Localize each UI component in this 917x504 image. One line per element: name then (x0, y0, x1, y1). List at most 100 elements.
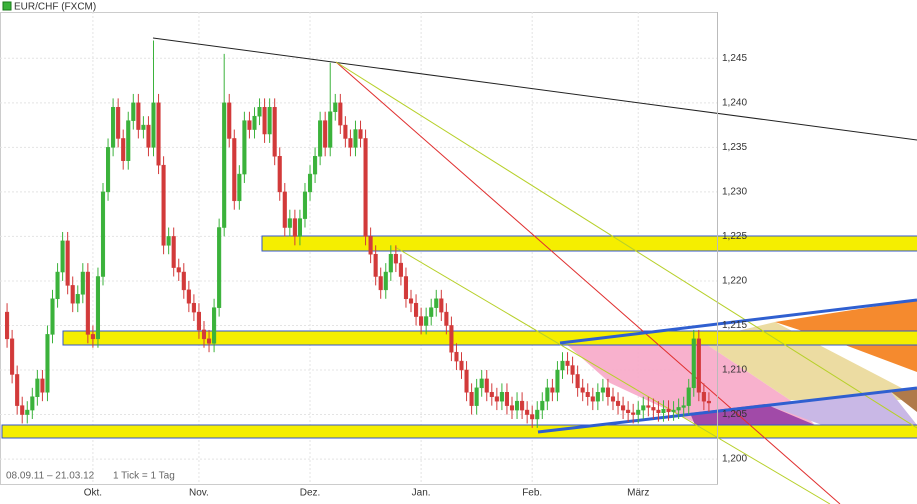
candle-body (368, 236, 373, 255)
y-tick-label: 1,215 (722, 320, 747, 331)
candle-body (525, 409, 530, 415)
trend-line (394, 246, 831, 504)
y-tick-label: 1,205 (722, 409, 747, 420)
annotations (1, 37, 917, 504)
candle-body (106, 147, 111, 193)
x-tick-label: Nov. (189, 488, 209, 499)
candle-body (287, 218, 292, 228)
candle-body (499, 392, 504, 402)
candle-body (696, 338, 701, 393)
y-tick-label: 1,220 (722, 276, 747, 287)
candle-body (15, 374, 20, 406)
candle-body (398, 262, 403, 277)
candle-body (232, 138, 237, 202)
candle-body (439, 298, 444, 313)
y-tick-label: 1,240 (722, 97, 747, 108)
candle-body (464, 369, 469, 393)
candle-body (151, 102, 156, 148)
candle-body (100, 191, 106, 277)
y-tick-label: 1,200 (722, 454, 747, 465)
candle-body (65, 240, 70, 286)
candle-body (338, 102, 343, 126)
candle-body (585, 392, 590, 397)
candle-body (636, 409, 641, 415)
candle-body (631, 412, 636, 415)
candle-body (302, 191, 308, 219)
candle-body (60, 240, 65, 273)
support-band (1, 424, 917, 439)
candle-body (373, 253, 378, 277)
candle-body (358, 129, 363, 139)
candle-body (307, 173, 313, 193)
candle-body (35, 378, 40, 397)
candle-body (257, 107, 262, 117)
candle-body (666, 408, 671, 413)
y-tick-label: 1,230 (722, 187, 747, 198)
candle-body (545, 387, 550, 402)
candle-body (454, 351, 459, 362)
candle-body (242, 120, 247, 175)
candle-body (555, 369, 560, 393)
candle-body (126, 120, 131, 161)
support-band (62, 330, 917, 346)
candle-body (20, 405, 25, 415)
fan-brown (890, 388, 917, 412)
y-tick-label: 1,235 (722, 142, 747, 153)
candle-body (252, 115, 257, 130)
candle-body (590, 396, 595, 402)
candle-body (176, 267, 181, 273)
y-tick-label: 1,210 (722, 365, 747, 376)
candle-body (570, 365, 575, 375)
candle-body (116, 107, 121, 139)
candle-body (610, 396, 616, 402)
candle-body (449, 325, 454, 353)
candle-body (348, 138, 353, 148)
candle-body (605, 387, 610, 397)
candle-body (45, 334, 50, 393)
candle-body (681, 405, 686, 408)
candle-body (161, 164, 166, 246)
candle-body (272, 107, 277, 157)
candle-body (141, 124, 146, 130)
candle-body (520, 400, 525, 411)
candle-body (282, 191, 287, 228)
candle-body (414, 302, 419, 317)
candle-body (580, 387, 585, 393)
candle-body (196, 311, 201, 331)
candle-body (509, 405, 515, 411)
candle-body (565, 360, 570, 366)
candle-body (5, 311, 10, 340)
candle-body (136, 102, 141, 130)
candle-body (318, 120, 323, 157)
candle-body (40, 378, 45, 393)
candle-body (514, 400, 520, 411)
candle-body (267, 107, 272, 135)
candle-body (186, 289, 191, 304)
fan-pink (565, 340, 815, 425)
candle-body (540, 400, 545, 411)
candle-body (217, 227, 222, 308)
candle-body (600, 387, 605, 393)
candle-body (277, 156, 282, 193)
candle-body (661, 408, 666, 414)
candle-body (484, 378, 489, 393)
candle-body (434, 298, 439, 308)
date-range: 08.09.11 – 21.03.12 (6, 471, 95, 482)
candle-body (504, 392, 509, 406)
trend-line (335, 61, 841, 504)
candle-body (474, 387, 479, 406)
candle-body (50, 298, 55, 335)
candle-body (166, 236, 171, 246)
candle-body (646, 405, 651, 408)
candle-body (95, 276, 101, 340)
candle-body (621, 405, 626, 411)
candle-body (146, 124, 151, 148)
candle-body (560, 360, 565, 371)
candle-body (408, 298, 414, 304)
candle-body (494, 396, 499, 402)
candle-body (686, 387, 691, 406)
candle-body (262, 107, 267, 135)
candle-body (626, 409, 631, 414)
candle-body (85, 271, 90, 335)
candle-body (247, 120, 252, 130)
